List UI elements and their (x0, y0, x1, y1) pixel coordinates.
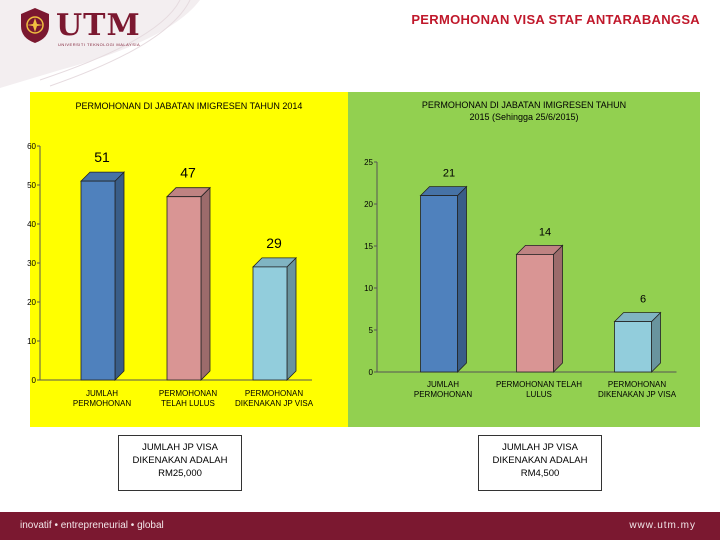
category-label-2015: DIKENAKAN JP VISA (598, 390, 677, 399)
utm-logo: UTM UNIVERSITI TEKNOLOGI MALAYSIA (18, 6, 208, 47)
note-2015-line-2: DIKENAKAN ADALAH (492, 455, 588, 466)
bar-side-2015 (651, 311, 661, 373)
note-2015-line-1: JUMLAH JP VISA (502, 442, 578, 453)
bar-2014 (166, 196, 202, 381)
y-tick-label-2015: 20 (364, 200, 373, 209)
category-label-2015: LULUS (526, 390, 552, 399)
y-tick-label-2015: 15 (364, 242, 373, 251)
chart-title-2014-line: PERMOHONAN DI JABATAN IMIGRESEN TAHUN 20… (75, 101, 303, 111)
bar-side-2014 (114, 171, 125, 381)
category-label-2014: PERMOHONAN (159, 389, 217, 398)
chart-title-2015-line-1: PERMOHONAN DI JABATAN IMIGRESEN TAHUN (421, 100, 627, 110)
y-tick-label-2014: 20 (27, 298, 36, 307)
category-label-2014: DIKENAKAN JP VISA (235, 399, 314, 408)
slide-footer: inovatif • entrepreneurial • global www.… (0, 512, 720, 540)
y-tick-label-2015: 25 (364, 158, 373, 167)
bar-side-2014 (286, 256, 297, 381)
y-tick-label-2014: 30 (27, 259, 36, 268)
bar-2015 (614, 321, 652, 373)
category-label-2014: JUMLAH (86, 389, 118, 398)
y-tick-label-2014: 60 (27, 142, 36, 151)
y-tick-label-2014: 50 (27, 181, 36, 190)
category-label-2015: JUMLAH (427, 380, 459, 389)
note-box-2015: JUMLAH JP VISA DIKENAKAN ADALAH RM4,500 (478, 435, 602, 491)
header-decoration (0, 0, 200, 88)
footer-website: www.utm.my (629, 520, 696, 531)
note-box-2014: JUMLAH JP VISA DIKENAKAN ADALAH RM25,000 (118, 435, 242, 491)
category-label-2014: PERMOHONAN (245, 389, 303, 398)
value-label-2015: 14 (539, 226, 551, 238)
category-label-2015: PERMOHONAN (414, 390, 472, 399)
category-label-2015: PERMOHONAN TELAH (496, 380, 582, 389)
category-label-2015: PERMOHONAN (608, 380, 666, 389)
chart-title-2015-line-2: 2015 (Sehingga 25/6/2015) (469, 112, 579, 122)
value-label-2014: 47 (180, 165, 196, 181)
chart-title-2015: PERMOHONAN DI JABATAN IMIGRESEN TAHUN 20… (348, 99, 700, 123)
bar-2014 (252, 266, 288, 381)
utm-crest-icon (21, 8, 49, 43)
logo-text: UTM (56, 8, 141, 43)
value-label-2015: 6 (640, 294, 646, 306)
note-2014-line-2: DIKENAKAN ADALAH (132, 455, 228, 466)
category-label-2014: PERMOHONAN (73, 399, 131, 408)
bar-side-2014 (200, 186, 211, 381)
category-label-2014: TELAH LULUS (161, 399, 215, 408)
bar-2014 (80, 180, 116, 381)
y-tick-label-2015: 5 (369, 326, 374, 335)
bar-2015 (420, 195, 458, 373)
value-label-2015: 21 (443, 168, 455, 180)
bar-2015 (516, 253, 554, 373)
y-tick-label-2015: 10 (364, 284, 373, 293)
note-2015-line-3: RM4,500 (520, 468, 560, 479)
y-tick-label-2015: 0 (369, 368, 374, 377)
y-tick-label-2014: 10 (27, 337, 36, 346)
y-tick-label-2014: 0 (32, 376, 37, 385)
bar-side-2015 (553, 244, 563, 373)
value-label-2014: 29 (266, 235, 282, 251)
slide-title: PERMOHONAN VISA STAF ANTARABANGSA (411, 12, 700, 27)
note-2014-line-1: JUMLAH JP VISA (142, 442, 218, 453)
note-2014-line-3: RM25,000 (158, 468, 202, 479)
chart-title-2014: PERMOHONAN DI JABATAN IMIGRESEN TAHUN 20… (30, 100, 348, 112)
bar-side-2015 (457, 185, 467, 373)
value-label-2014: 51 (94, 149, 110, 165)
slide-header: UTM UNIVERSITI TEKNOLOGI MALAYSIA PERMOH… (0, 0, 720, 90)
logo-subtext: UNIVERSITI TEKNOLOGI MALAYSIA (58, 42, 141, 47)
y-tick-label-2014: 40 (27, 220, 36, 229)
footer-tagline: inovatif • entrepreneurial • global (20, 520, 164, 531)
